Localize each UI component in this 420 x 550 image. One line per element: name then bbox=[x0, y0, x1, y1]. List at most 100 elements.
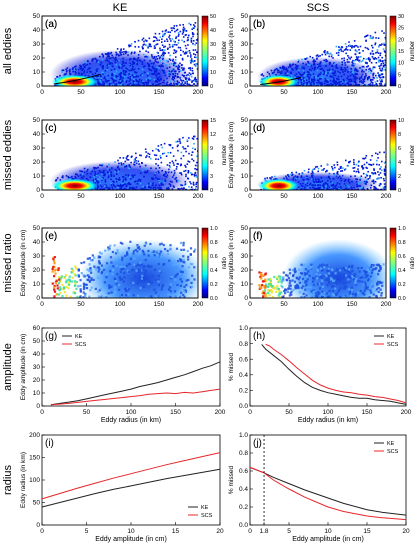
density-point bbox=[371, 172, 373, 174]
ratio-cell bbox=[160, 288, 163, 291]
density-point bbox=[150, 167, 152, 170]
ratio-cell bbox=[68, 283, 71, 286]
density-point bbox=[154, 36, 157, 38]
density-point bbox=[359, 187, 362, 189]
density-point bbox=[134, 180, 137, 182]
density-point bbox=[348, 61, 350, 63]
density-point bbox=[338, 188, 341, 190]
density-point bbox=[105, 188, 107, 190]
density-point bbox=[347, 75, 349, 78]
ratio-cell bbox=[97, 256, 100, 259]
ratio-cell bbox=[361, 276, 364, 279]
ratio-cell bbox=[55, 293, 58, 296]
density-point bbox=[108, 84, 111, 86]
ratio-cell bbox=[90, 277, 93, 280]
density-point bbox=[338, 183, 341, 185]
density-point bbox=[81, 73, 84, 76]
density-point bbox=[292, 63, 295, 66]
density-point bbox=[284, 68, 287, 71]
ratio-cell bbox=[119, 277, 122, 280]
density-point bbox=[133, 80, 135, 83]
density-point bbox=[132, 76, 134, 79]
density-point bbox=[129, 186, 131, 189]
density-point bbox=[313, 63, 315, 66]
density-point bbox=[190, 39, 193, 41]
density-point bbox=[105, 81, 108, 83]
ratio-cell bbox=[58, 276, 61, 279]
density-point bbox=[193, 79, 196, 82]
ratio-cell bbox=[171, 294, 174, 297]
density-point bbox=[342, 71, 344, 73]
density-point bbox=[383, 162, 386, 164]
density-point bbox=[160, 78, 162, 80]
density-point bbox=[164, 179, 166, 182]
y-tick-label: 10 bbox=[33, 281, 41, 288]
density-point bbox=[332, 76, 335, 79]
colorbar-tick-label: 1.0 bbox=[398, 226, 406, 232]
density-point bbox=[132, 79, 135, 82]
density-point bbox=[175, 140, 178, 143]
density-point bbox=[346, 61, 349, 63]
density-point bbox=[187, 34, 190, 37]
density-point bbox=[359, 177, 362, 180]
density-point bbox=[189, 79, 191, 81]
density-point bbox=[148, 37, 151, 40]
colorbar-tick-label: 0 bbox=[398, 84, 401, 90]
density-point bbox=[349, 74, 352, 77]
colorbar-tick-label: 0.0 bbox=[398, 296, 406, 302]
density-point bbox=[313, 173, 315, 175]
density-point bbox=[380, 44, 382, 46]
density-point bbox=[99, 188, 102, 190]
density-point bbox=[362, 78, 364, 81]
density-point bbox=[174, 56, 177, 58]
ratio-cell bbox=[111, 250, 114, 254]
y-tick-label: 30 bbox=[241, 145, 249, 152]
ratio-cell bbox=[181, 265, 184, 268]
density-point bbox=[135, 152, 137, 155]
density-point bbox=[133, 71, 136, 73]
density-point bbox=[307, 171, 310, 173]
density-point bbox=[357, 170, 360, 173]
density-point bbox=[104, 185, 106, 187]
density-point bbox=[334, 185, 336, 187]
density-point bbox=[359, 80, 361, 83]
ratio-cell bbox=[74, 292, 77, 295]
density-point bbox=[312, 184, 314, 186]
density-point bbox=[128, 80, 131, 82]
density-point bbox=[181, 57, 184, 60]
density-point bbox=[362, 157, 364, 160]
density-point bbox=[368, 163, 370, 166]
ratio-cell bbox=[294, 270, 297, 273]
density-point bbox=[356, 84, 358, 86]
ratio-cell bbox=[133, 263, 136, 266]
density-point bbox=[141, 63, 144, 65]
density-point bbox=[327, 188, 330, 190]
density-point bbox=[361, 60, 363, 63]
density-point bbox=[193, 184, 195, 186]
x-axis-label: Eddy amplitude (in cm) bbox=[95, 536, 167, 543]
density-point bbox=[168, 187, 170, 190]
density-point bbox=[384, 38, 386, 40]
density-point bbox=[372, 36, 374, 39]
ratio-cell bbox=[334, 282, 338, 285]
density-point bbox=[133, 161, 136, 163]
ratio-cell bbox=[328, 281, 331, 285]
ratio-cell bbox=[127, 288, 131, 291]
density-point bbox=[159, 188, 162, 190]
ratio-cell bbox=[348, 280, 351, 283]
density-point bbox=[195, 181, 198, 184]
density-point bbox=[104, 53, 107, 55]
density-point bbox=[135, 79, 137, 81]
density-point bbox=[349, 78, 351, 81]
ratio-cell bbox=[374, 267, 377, 271]
ratio-cell bbox=[150, 281, 153, 284]
panel-label: (c) bbox=[45, 123, 57, 134]
density-point bbox=[187, 73, 189, 76]
column-title-scs: SCS bbox=[307, 2, 330, 14]
density-point bbox=[169, 185, 172, 187]
density-point bbox=[177, 39, 180, 42]
density-point bbox=[355, 82, 357, 84]
density-point bbox=[366, 161, 368, 164]
density-point bbox=[133, 164, 136, 166]
density-point bbox=[317, 178, 320, 181]
